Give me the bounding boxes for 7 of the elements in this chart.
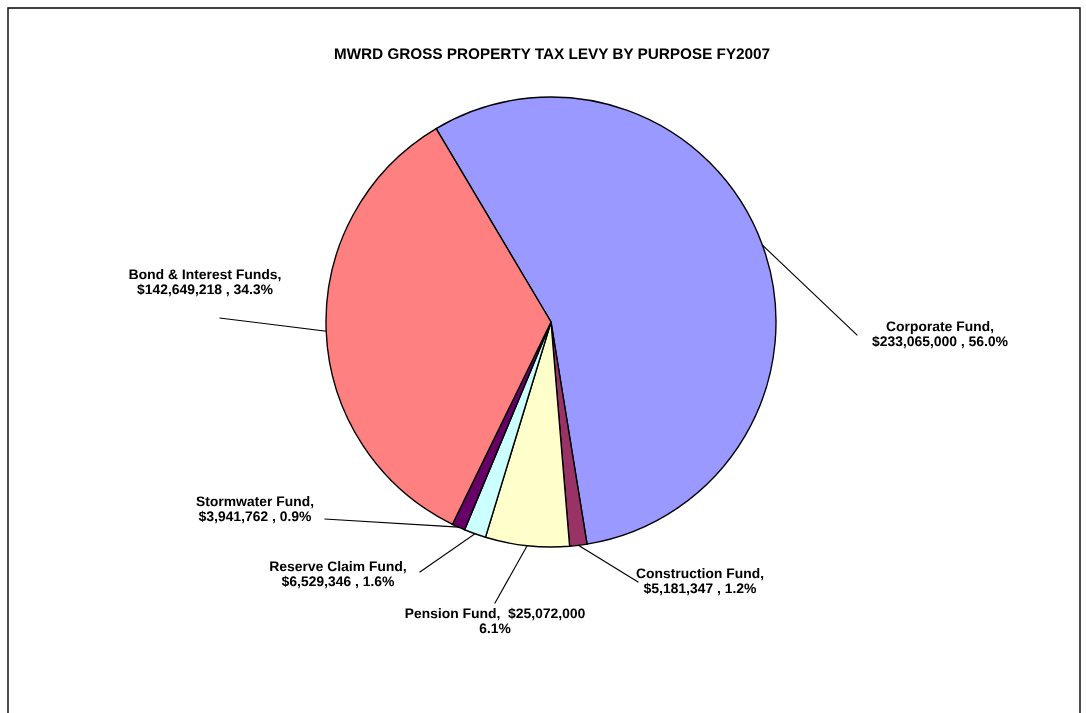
chart-title: MWRD GROSS PROPERTY TAX LEVY BY PURPOSE FY2007: [334, 48, 770, 60]
slice-label: Stormwater Fund, $3,941,762 , 0.9%: [196, 496, 314, 524]
slice-label: Bond & Interest Funds, $142,649,218 , 34.3%: [129, 269, 281, 297]
slice-label: Corporate Fund, $233,065,000 , 56.0%: [872, 321, 1008, 349]
slice-label: Reserve Claim Fund, $6,529,346 , 1.6%: [270, 561, 406, 589]
slice-label: Construction Fund, $5,181,347 , 1.2%: [636, 568, 764, 596]
slice-label: Pension Fund, $25,072,000 6.1%: [405, 607, 585, 634]
